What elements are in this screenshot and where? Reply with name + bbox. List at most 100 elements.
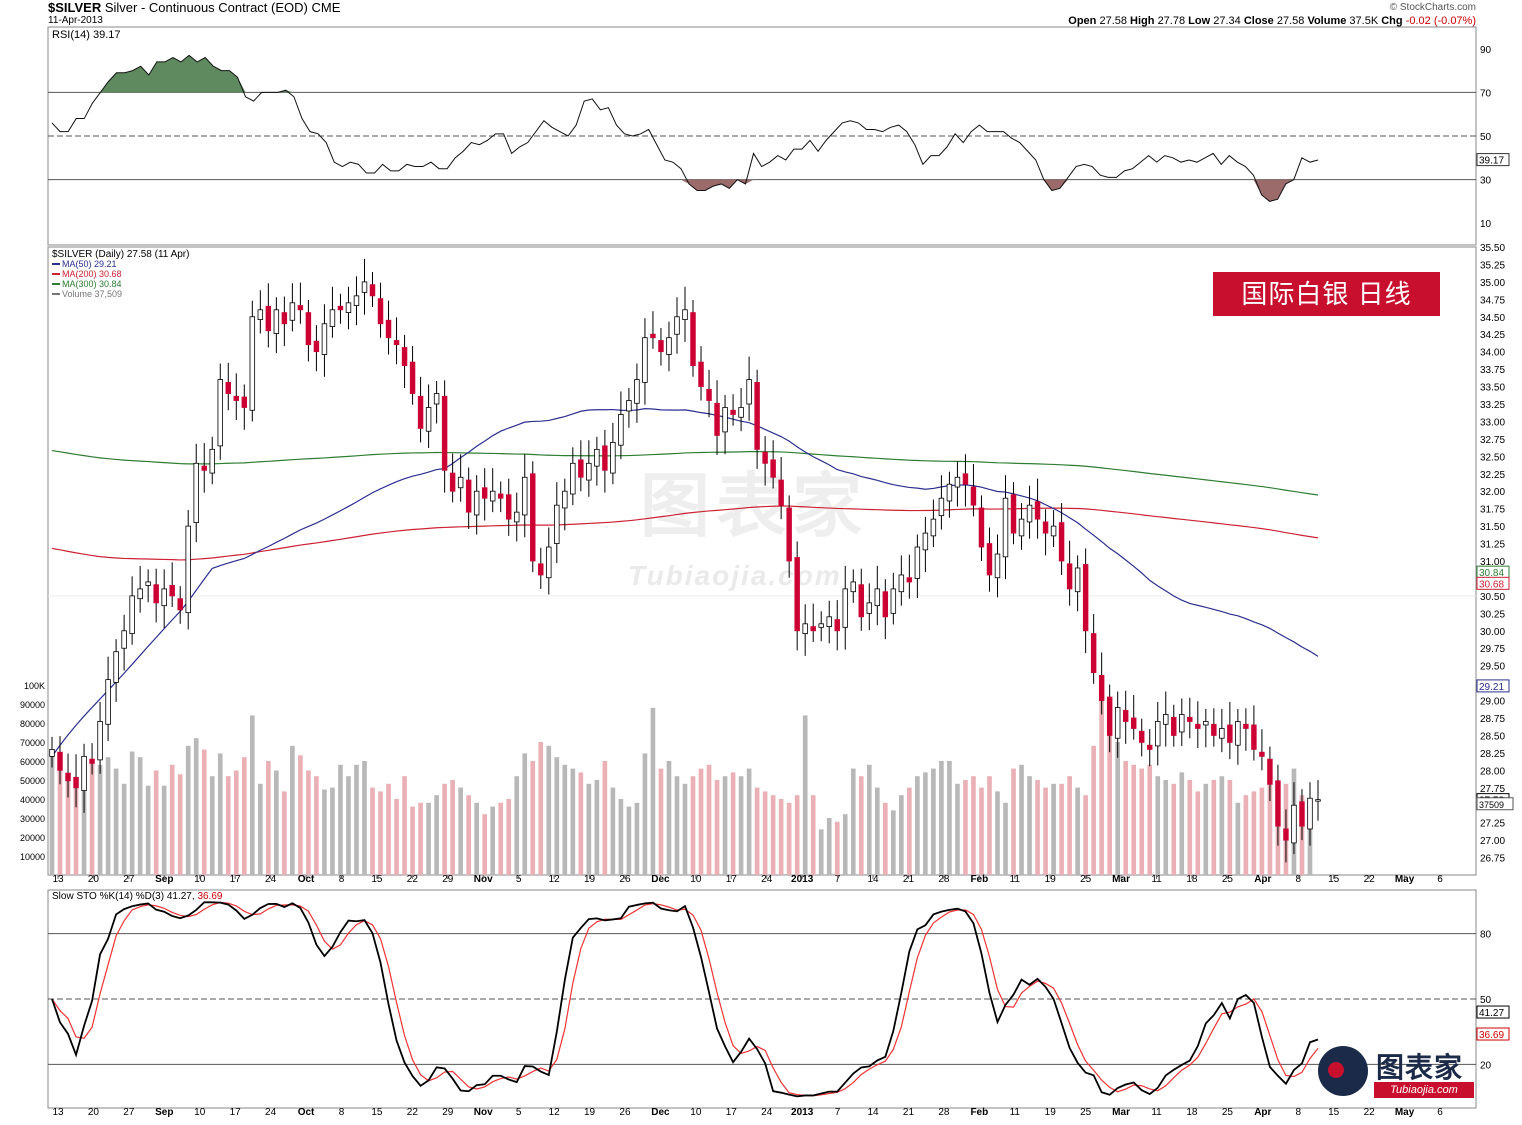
- candle-body: [297, 305, 304, 311]
- candle: [978, 495, 985, 561]
- volume-bar: [1259, 787, 1265, 875]
- candle: [1090, 614, 1097, 684]
- volume-bar: [594, 780, 600, 875]
- volume-bar: [1043, 787, 1048, 875]
- candle: [698, 346, 704, 401]
- candle-body: [465, 479, 472, 513]
- volume-bar: [506, 799, 512, 875]
- candle-body: [930, 518, 937, 537]
- volume-bar: [185, 745, 191, 875]
- candle: [714, 380, 720, 455]
- volume-bar: [1227, 780, 1233, 875]
- candle-body: [121, 630, 127, 649]
- candle: [1082, 548, 1089, 654]
- price-tick: 31.50: [1480, 522, 1505, 533]
- candle-body: [698, 361, 704, 387]
- candle-body: [866, 602, 873, 614]
- candle: [353, 276, 360, 326]
- volume-bar: [330, 787, 335, 875]
- volume-tick: 30000: [20, 814, 45, 824]
- candle: [538, 547, 544, 589]
- candle: [514, 492, 520, 542]
- candle-body: [353, 295, 360, 307]
- candle: [666, 321, 672, 372]
- ma200-last-box: [1476, 576, 1510, 590]
- price-tick: 29.50: [1480, 662, 1505, 673]
- candle: [265, 283, 272, 348]
- sto-k-last-box: [1476, 1005, 1510, 1019]
- candle-body: [201, 465, 207, 471]
- x-tick-label: 26: [619, 1107, 631, 1118]
- x-tick-label: Feb: [970, 1107, 988, 1118]
- candle: [554, 482, 560, 564]
- x-tick-label: Mar: [1112, 1107, 1130, 1118]
- candle: [898, 555, 905, 606]
- candle-body: [441, 395, 448, 471]
- rsi-oversold-fill: [52, 179, 1318, 202]
- candle-body: [1291, 804, 1297, 844]
- candle: [1203, 708, 1209, 748]
- candle: [465, 467, 472, 529]
- x-tick-label: 8: [339, 1107, 345, 1118]
- volume-bar: [153, 770, 159, 875]
- x-tick-label: 6: [1437, 1107, 1443, 1118]
- candle: [570, 447, 576, 506]
- volume-bar: [554, 757, 560, 875]
- volume-bar: [955, 783, 960, 875]
- candle-body: [49, 749, 55, 757]
- candle: [1138, 718, 1145, 757]
- volume-bar: [201, 749, 207, 875]
- candle-body: [257, 309, 264, 320]
- sto-k-last-label: 41.27: [1479, 1008, 1504, 1019]
- candle-body: [874, 588, 881, 607]
- volume-bar: [562, 764, 568, 875]
- volume-bar: [1059, 783, 1064, 875]
- candle: [722, 394, 728, 455]
- candle-body: [1074, 567, 1081, 593]
- candle-body: [233, 395, 240, 401]
- volume-tick: 40000: [20, 795, 45, 805]
- candle-body: [169, 585, 175, 597]
- candle-body: [81, 755, 87, 791]
- volume-tick: 60000: [20, 757, 45, 767]
- candle-body: [1106, 696, 1113, 736]
- volume-bar: [137, 757, 143, 875]
- candle: [1219, 708, 1225, 753]
- volume-bar: [1203, 783, 1209, 875]
- candle-body: [1018, 518, 1025, 537]
- candle: [409, 346, 416, 405]
- volume-bar: [209, 776, 215, 875]
- candle-body: [177, 598, 183, 611]
- candle: [65, 753, 71, 798]
- candle-body: [922, 532, 929, 551]
- candle: [786, 495, 792, 578]
- sto-tick: 80: [1480, 930, 1492, 941]
- candle: [1291, 782, 1297, 855]
- volume-bar: [169, 764, 175, 875]
- candle: [185, 510, 191, 630]
- volume-bar: [698, 768, 704, 875]
- candle-body: [738, 407, 744, 418]
- volume-bar: [1019, 764, 1024, 875]
- volume-bar: [1075, 787, 1080, 875]
- candle: [794, 541, 800, 651]
- copyright[interactable]: © StockCharts.com: [1389, 2, 1476, 13]
- rsi-legend: RSI(14) 39.17: [52, 29, 120, 41]
- price-tick: 32.75: [1480, 435, 1505, 446]
- price-tick: 34.75: [1480, 295, 1505, 306]
- x-tick-label: 25: [1080, 874, 1092, 885]
- candle-body: [730, 409, 736, 415]
- low-value: 27.34: [1213, 15, 1241, 27]
- volume-bar: [1243, 795, 1249, 875]
- candle-body: [1034, 501, 1041, 520]
- volume-bar: [145, 785, 151, 875]
- candle: [377, 282, 384, 338]
- candle-body: [401, 347, 408, 367]
- volume-bar: [650, 707, 656, 875]
- candle: [586, 440, 592, 497]
- volume-bar: [458, 787, 463, 875]
- candle-body: [193, 462, 199, 524]
- candle: [1026, 485, 1033, 539]
- candle: [137, 565, 143, 613]
